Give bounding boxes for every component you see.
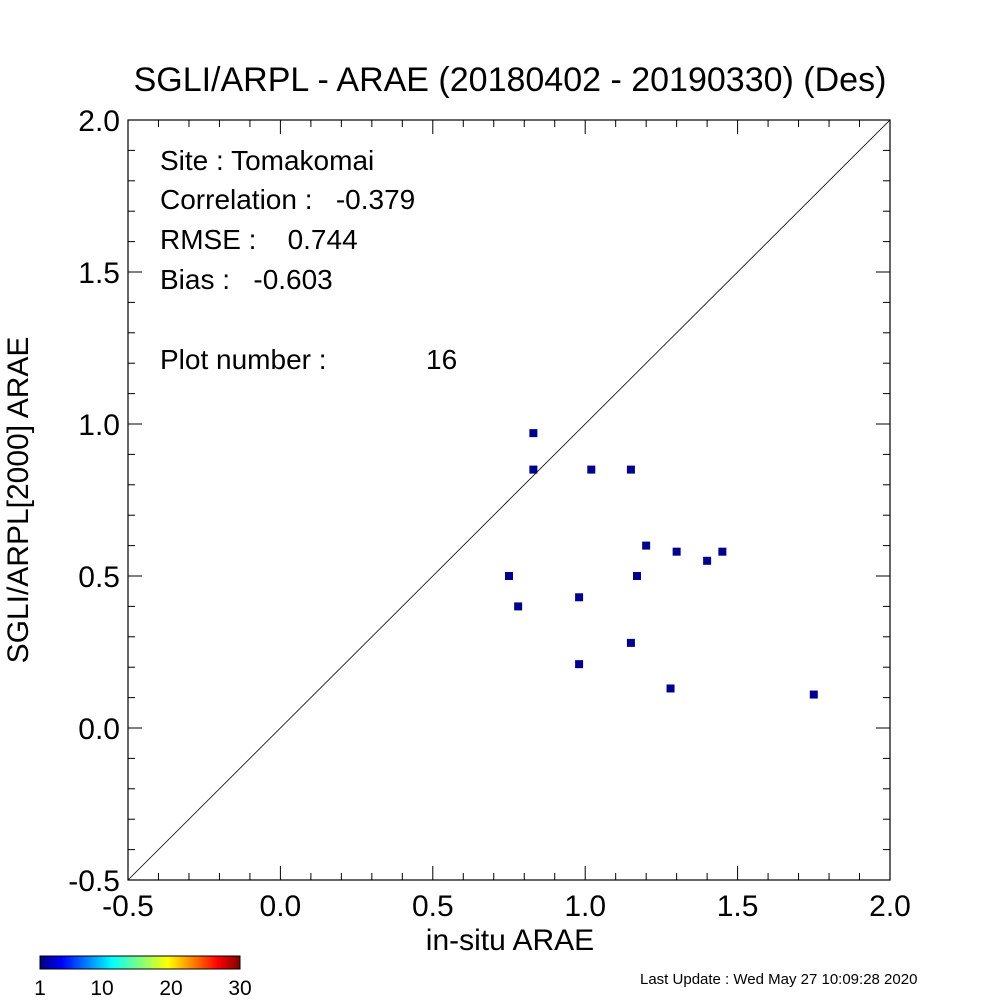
- colorbar-ticks: 1 10 20 30: [34, 977, 252, 1000]
- data-point: [626, 638, 635, 647]
- x-tick-label: 1.5: [717, 890, 759, 923]
- x-tick-label: 0.0: [260, 890, 302, 923]
- data-point: [718, 547, 727, 556]
- data-point: [633, 572, 642, 580]
- y-tick-label: -0.5: [68, 865, 120, 898]
- colorbar: 1 10 20 30: [34, 955, 252, 1000]
- y-tick-label: 1.5: [78, 257, 120, 290]
- y-axis-label: SGLI/ARPL[2000] ARAE: [2, 337, 35, 664]
- stats-annotations: Site : Tomakomai Correlation : -0.379 RM…: [160, 145, 457, 375]
- data-point: [529, 465, 538, 474]
- y-tick-label: 0.0: [78, 713, 120, 746]
- data-point: [703, 556, 712, 565]
- plot-frame: [127, 119, 891, 881]
- correlation-text: Correlation : -0.379: [160, 184, 415, 215]
- last-update-text: Last Update : Wed May 27 10:09:28 2020: [640, 971, 917, 988]
- data-point: [529, 429, 538, 438]
- colorbar-tick-label: 20: [159, 977, 182, 1000]
- plot-area: -0.5-0.5 0.0 0.0 0.5 0.5 1.0 1.0 1.5 1.5 2.0 2.0: [68, 105, 911, 923]
- y-tick-label: 0.5: [78, 561, 120, 594]
- data-point: [587, 465, 596, 474]
- x-tick-label: 2.0: [869, 890, 911, 923]
- plot-number-label: Plot number :: [160, 344, 327, 375]
- x-tick-label: -0.5: [102, 890, 154, 923]
- x-tick-label: 0.5: [412, 890, 454, 923]
- x-tick-label: 1.0: [564, 890, 606, 923]
- data-point: [809, 690, 818, 699]
- plot-number-value: 16: [426, 344, 457, 375]
- data-point: [505, 572, 513, 580]
- y-tick-label: 1.0: [78, 409, 120, 442]
- site-text: Site : Tomakomai: [160, 145, 374, 176]
- data-point: [575, 660, 584, 669]
- data-point: [514, 602, 523, 611]
- y-tick-label: 2.0: [78, 105, 120, 138]
- data-point: [626, 465, 635, 474]
- colorbar-tick-label: 10: [90, 977, 113, 1000]
- colorbar-tick-label: 1: [34, 977, 46, 1000]
- data-point: [666, 684, 675, 693]
- colorbar-gradient: [39, 955, 241, 970]
- x-axis-label: in-situ ARAE: [426, 924, 594, 957]
- chart-title: SGLI/ARPL - ARAE (20180402 - 20190330) (…: [134, 61, 887, 99]
- one-to-one-line: [127, 119, 891, 881]
- data-point: [575, 593, 584, 602]
- bias-text: Bias : -0.603: [160, 264, 333, 295]
- colorbar-tick-label: 30: [228, 977, 251, 1000]
- rmse-text: RMSE : 0.744: [160, 224, 358, 255]
- data-point: [672, 547, 681, 556]
- data-point: [642, 541, 651, 550]
